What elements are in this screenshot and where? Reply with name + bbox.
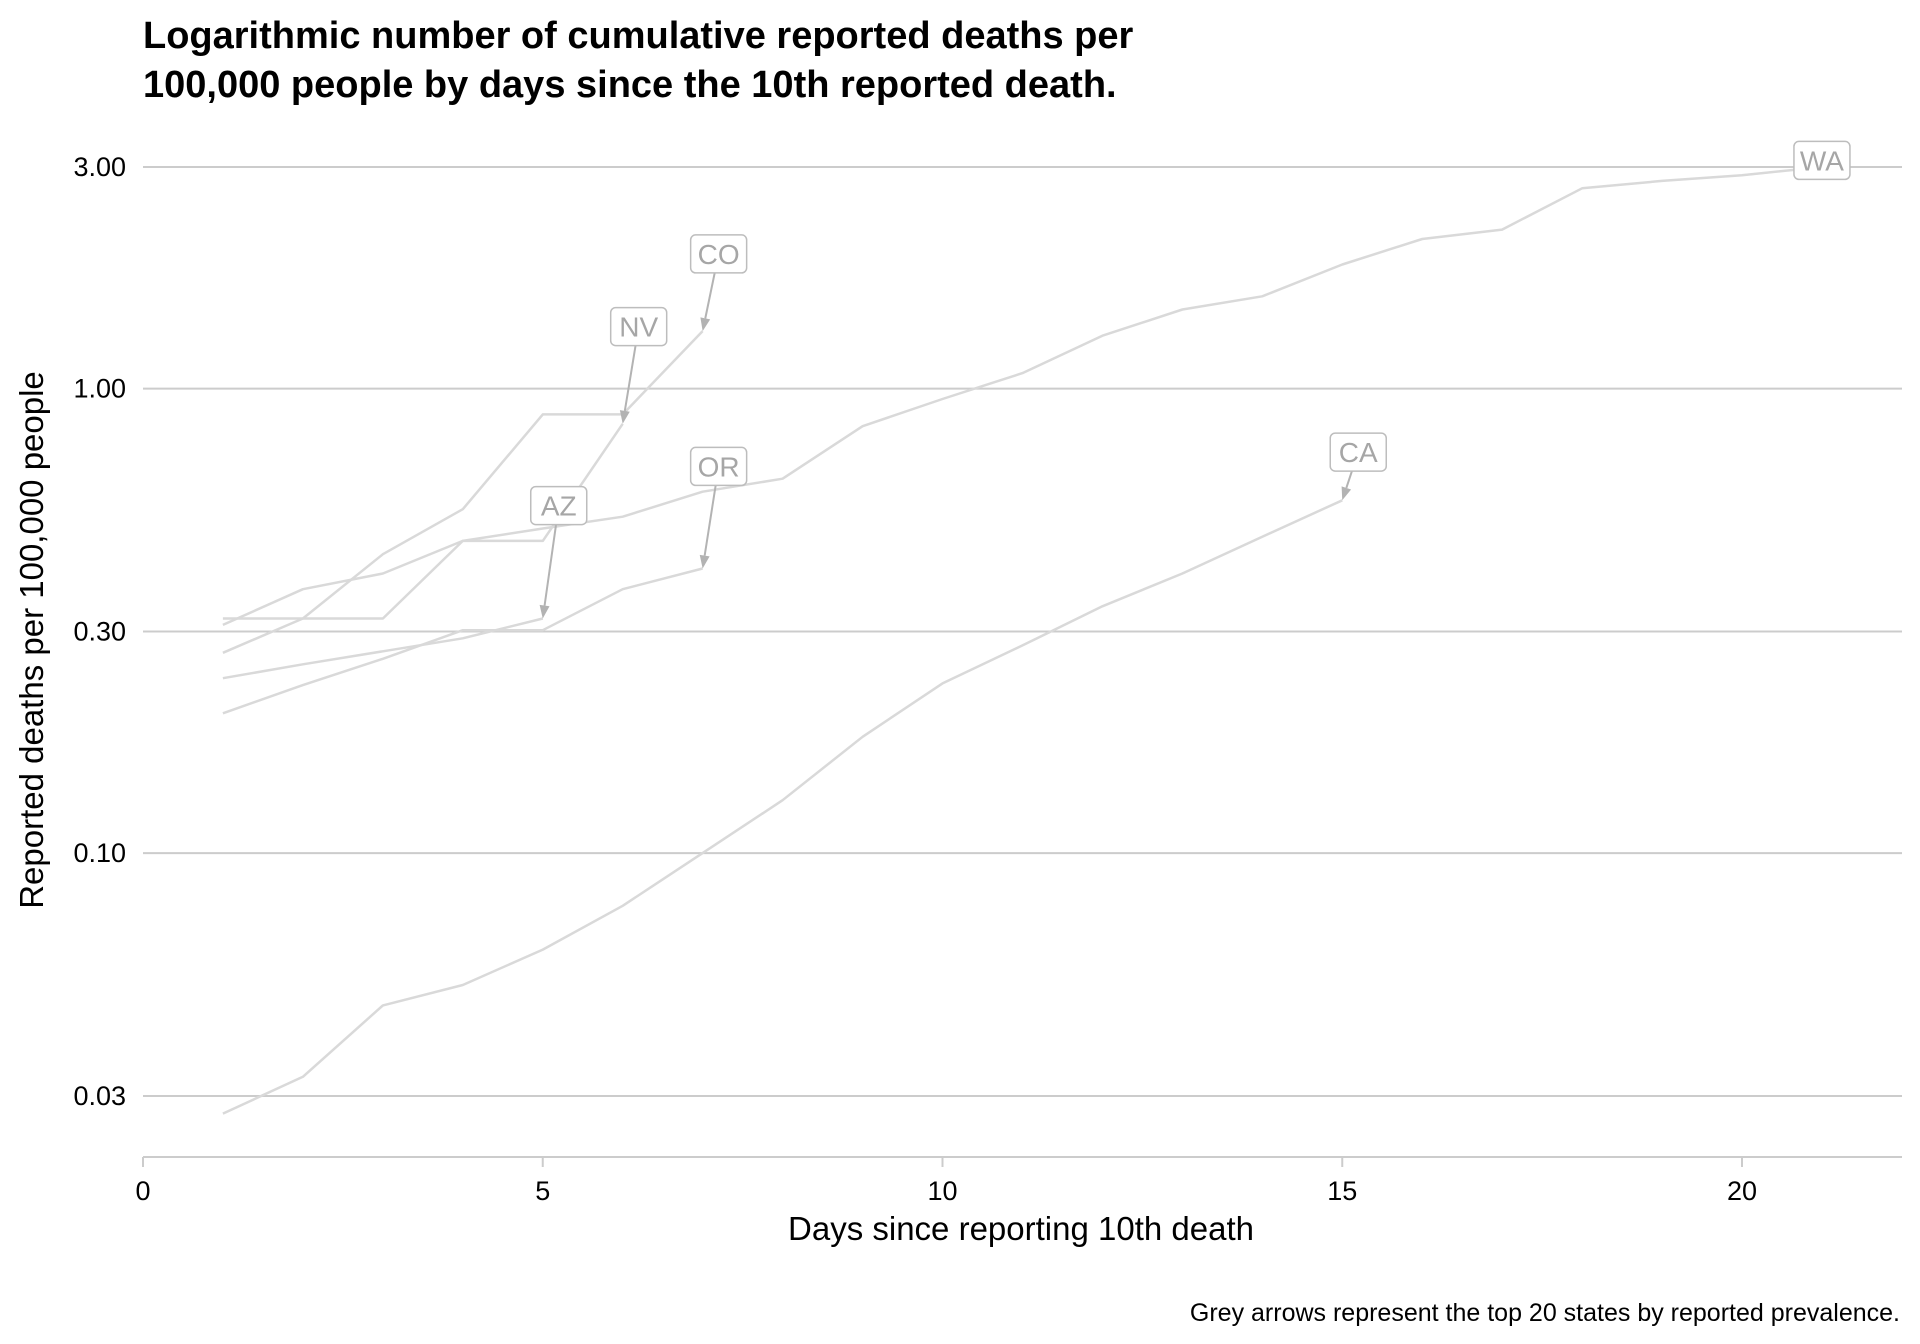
caption: Grey arrows represent the top 20 states … [1190, 1299, 1900, 1327]
x-tick-label: 5 [535, 1176, 550, 1206]
y-axis-title: Reported deaths per 100,000 people [13, 371, 50, 909]
chart-title-line-1: Logarithmic number of cumulative reporte… [143, 15, 1133, 57]
state-label-box [529, 485, 588, 526]
arrowhead-ca [1341, 486, 1352, 501]
series-line-ca [222, 499, 1343, 1115]
series-line-az [222, 617, 544, 680]
arrowhead-nv [619, 410, 630, 424]
state-label-box [689, 446, 748, 487]
x-axis-ticks: 0 5 10 15 20 [135, 1157, 1757, 1206]
x-tick-label: 10 [927, 1176, 957, 1206]
y-axis-ticks: 0.03 0.10 0.30 1.00 3.00 [73, 152, 126, 1111]
arrowhead-az [539, 604, 550, 619]
y-tick-label: 1.00 [73, 374, 126, 404]
state-label-text: NV [619, 312, 658, 343]
arrowhead-or [699, 554, 710, 569]
x-tick-label: 20 [1727, 1176, 1757, 1206]
y-tick-label: 3.00 [73, 152, 126, 182]
state-label-wa: WA [1793, 140, 1851, 181]
state-label-text: AZ [541, 491, 577, 522]
gridlines [143, 166, 1902, 1097]
x-axis-title: Days since reporting 10th death [788, 1210, 1254, 1247]
state-label-box [1329, 432, 1387, 472]
state-label-text: OR [698, 451, 740, 482]
state-label-box [609, 306, 668, 347]
y-tick-label: 0.03 [73, 1081, 126, 1111]
arrowhead-co [700, 317, 711, 332]
state-label-box [689, 234, 748, 274]
state-label-az: AZ [529, 485, 588, 526]
state-label-text: CA [1339, 437, 1378, 468]
x-tick-label: 15 [1327, 1176, 1357, 1206]
state-label-or: OR [689, 446, 748, 487]
state-label-co: CO [689, 234, 748, 274]
series-line-or [222, 567, 703, 715]
state-label-nv: NV [609, 306, 668, 347]
y-tick-label: 0.30 [73, 617, 126, 647]
y-tick-label: 0.10 [73, 838, 126, 868]
series-lines [222, 165, 1823, 1115]
state-label-text: CO [698, 239, 740, 270]
state-label-text: WA [1800, 145, 1844, 176]
x-tick-label: 0 [135, 1176, 150, 1206]
series-line-wa [222, 165, 1823, 627]
state-label-ca: CA [1329, 432, 1387, 472]
chart-title-line-2: 100,000 people by days since the 10th re… [143, 64, 1117, 106]
state-labels: WA CA OR AZ NV CO [529, 140, 1851, 526]
state-label-box [1793, 140, 1851, 181]
